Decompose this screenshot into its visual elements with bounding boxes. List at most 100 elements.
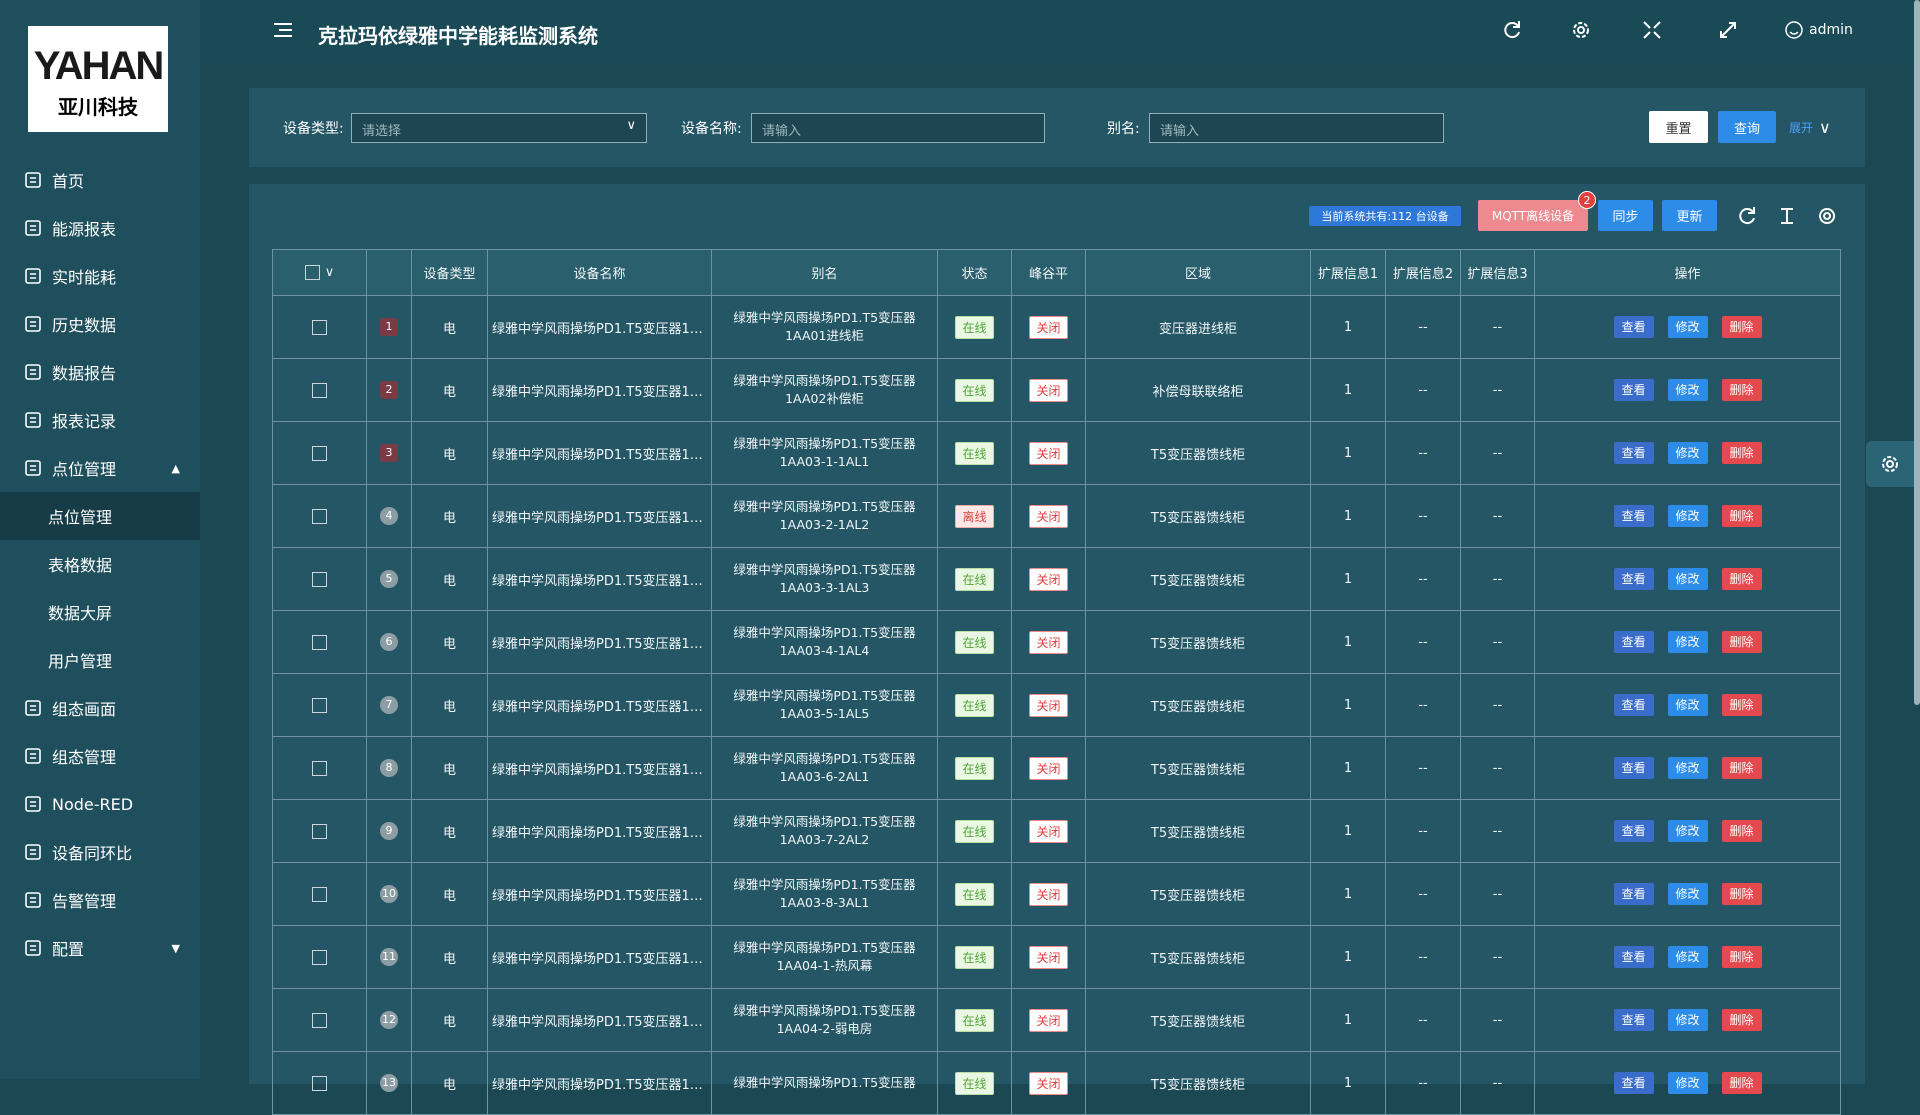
checkbox[interactable] xyxy=(312,634,327,650)
density-tool[interactable] xyxy=(1777,206,1797,226)
table-row: 10 电绿雅中学风雨操场PD1.T5变压器1AA... 绿雅中学风雨操场PD1.T5… xyxy=(272,862,1841,926)
checkbox[interactable] xyxy=(304,265,320,280)
edit-button[interactable]: 修改 xyxy=(1667,694,1708,716)
status-cell: 在线 xyxy=(937,799,1012,863)
delete-button[interactable]: 删除 xyxy=(1721,505,1762,527)
user[interactable]: admin xyxy=(1785,21,1853,39)
view-button[interactable]: 查看 xyxy=(1613,694,1654,716)
checkbox[interactable] xyxy=(312,949,327,965)
ext1: 1 xyxy=(1310,484,1386,548)
edit-button[interactable]: 修改 xyxy=(1667,568,1708,590)
menu-item[interactable]: 组态画面 xyxy=(0,684,200,732)
menu-item[interactable]: 能源报表 xyxy=(0,204,200,252)
view-button[interactable]: 查看 xyxy=(1613,883,1654,905)
checkbox[interactable] xyxy=(312,571,327,587)
view-button[interactable]: 查看 xyxy=(1613,820,1654,842)
view-button[interactable]: 查看 xyxy=(1613,568,1654,590)
fullscreen-icon[interactable] xyxy=(1718,20,1738,40)
submenu-item[interactable]: 点位管理 xyxy=(0,492,200,540)
delete-button[interactable]: 删除 xyxy=(1721,1009,1762,1031)
filter-input[interactable]: 请输入 xyxy=(751,113,1045,143)
edit-button[interactable]: 修改 xyxy=(1667,1072,1708,1094)
view-button[interactable]: 查看 xyxy=(1613,757,1654,779)
edit-button[interactable]: 修改 xyxy=(1667,757,1708,779)
view-button[interactable]: 查看 xyxy=(1613,1009,1654,1031)
checkbox[interactable] xyxy=(312,697,327,713)
delete-button[interactable]: 删除 xyxy=(1721,1072,1762,1094)
edit-button[interactable]: 修改 xyxy=(1667,946,1708,968)
checkbox[interactable] xyxy=(312,445,327,461)
delete-button[interactable]: 删除 xyxy=(1721,316,1762,338)
delete-button[interactable]: 删除 xyxy=(1721,568,1762,590)
device-name: 绿雅中学风雨操场PD1.T5变压器1AA... xyxy=(487,988,712,1052)
peak-tag: 关闭 xyxy=(1029,1071,1068,1095)
mqtt-button[interactable]: MQTT离线设备 2 xyxy=(1478,191,1596,231)
menu-item[interactable]: 报表记录 xyxy=(0,396,200,444)
status-tag: 在线 xyxy=(955,819,994,843)
view-button[interactable]: 查看 xyxy=(1613,505,1654,527)
collapse-icon[interactable] xyxy=(1642,20,1662,40)
delete-button[interactable]: 删除 xyxy=(1721,757,1762,779)
edit-button[interactable]: 修改 xyxy=(1667,316,1708,338)
submenu-item[interactable]: 用户管理 xyxy=(48,652,113,671)
menu-item[interactable]: 配置 ▼ xyxy=(0,924,200,972)
edit-button[interactable]: 修改 xyxy=(1667,442,1708,464)
view-button[interactable]: 查看 xyxy=(1613,1072,1654,1094)
delete-button[interactable]: 删除 xyxy=(1721,442,1762,464)
delete-button[interactable]: 删除 xyxy=(1721,883,1762,905)
view-button[interactable]: 查看 xyxy=(1613,316,1654,338)
checkbox[interactable] xyxy=(312,508,327,524)
menu-item[interactable]: 组态管理 xyxy=(0,732,200,780)
view-button[interactable]: 查看 xyxy=(1613,946,1654,968)
checkbox[interactable] xyxy=(312,886,327,902)
checkbox[interactable] xyxy=(312,823,327,839)
menu-item[interactable]: 数据报告 xyxy=(0,348,200,396)
submenu-item[interactable]: 数据大屏 xyxy=(48,604,113,623)
menu-item[interactable]: 点位管理 ▲ xyxy=(0,444,200,492)
edit-button[interactable]: 修改 xyxy=(1667,631,1708,653)
peak-cell: 关闭 xyxy=(1011,295,1086,359)
menu-item[interactable]: 历史数据 xyxy=(0,300,200,348)
settings-icon[interactable] xyxy=(1571,20,1591,40)
edit-button[interactable]: 修改 xyxy=(1667,505,1708,527)
menu-item[interactable]: 告警管理 xyxy=(0,876,200,924)
reset-button[interactable]: 重置 xyxy=(1649,111,1708,143)
delete-button[interactable]: 删除 xyxy=(1721,694,1762,716)
menu-item[interactable]: 实时能耗 xyxy=(0,252,200,300)
checkbox[interactable] xyxy=(312,1075,327,1091)
query-button[interactable]: 查询 xyxy=(1718,111,1776,143)
column-settings[interactable] xyxy=(1817,206,1837,226)
menu-item[interactable]: 首页 xyxy=(0,156,200,204)
checkbox[interactable] xyxy=(312,1012,327,1028)
menu-icon xyxy=(25,940,41,956)
float-settings[interactable] xyxy=(1866,441,1914,487)
refresh-tool[interactable] xyxy=(1737,206,1757,226)
menu-item[interactable]: 设备同环比 xyxy=(0,828,200,876)
sync-button[interactable]: 同步 xyxy=(1598,200,1653,231)
edit-button[interactable]: 修改 xyxy=(1667,379,1708,401)
checkbox[interactable] xyxy=(312,382,327,398)
view-button[interactable]: 查看 xyxy=(1613,631,1654,653)
checkbox[interactable] xyxy=(312,319,327,335)
edit-button[interactable]: 修改 xyxy=(1667,1009,1708,1031)
checkbox[interactable] xyxy=(312,760,327,776)
refresh-icon[interactable] xyxy=(1502,20,1522,40)
edit-button[interactable]: 修改 xyxy=(1667,820,1708,842)
expand-link[interactable]: 展开 ∨ xyxy=(1789,116,1831,138)
menu-toggle[interactable] xyxy=(274,22,292,38)
filter-input[interactable]: 请选择 ∨ xyxy=(351,113,647,143)
menu-item[interactable]: Node-RED xyxy=(0,780,200,828)
submenu-item[interactable]: 表格数据 xyxy=(48,556,113,575)
row-index: 3 xyxy=(380,444,398,462)
view-button[interactable]: 查看 xyxy=(1613,379,1654,401)
delete-button[interactable]: 删除 xyxy=(1721,946,1762,968)
update-button[interactable]: 更新 xyxy=(1662,200,1717,231)
edit-button[interactable]: 修改 xyxy=(1667,883,1708,905)
status-cell: 在线 xyxy=(937,736,1012,800)
scrollbar[interactable] xyxy=(1914,0,1920,705)
delete-button[interactable]: 删除 xyxy=(1721,379,1762,401)
view-button[interactable]: 查看 xyxy=(1613,442,1654,464)
delete-button[interactable]: 删除 xyxy=(1721,631,1762,653)
delete-button[interactable]: 删除 xyxy=(1721,820,1762,842)
filter-input[interactable]: 请输入 xyxy=(1149,113,1444,143)
